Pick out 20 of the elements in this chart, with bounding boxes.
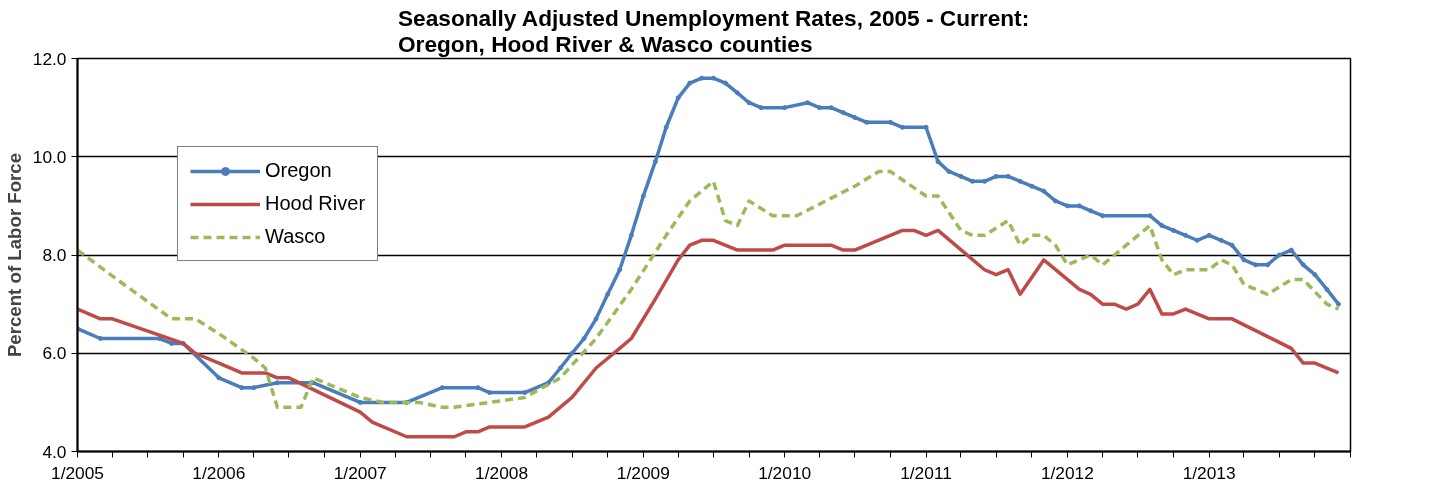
chart-title: Seasonally Adjusted Unemployment Rates, 2005 - Current: Oregon, Hood River & Wasco counties [397, 4, 1030, 57]
x-tick-label: 1/2010 [758, 462, 812, 483]
y-tick-label: 8.0 [42, 245, 67, 265]
y-tick-label: 4.0 [42, 441, 67, 462]
y-axis-title: Percent of Labor Force [3, 152, 25, 358]
x-tick-label: 1/2008 [475, 462, 529, 483]
x-tick-label: 1/2006 [192, 462, 246, 483]
x-tick-label: 1/2009 [616, 462, 670, 483]
x-tick-label: 1/2007 [333, 462, 387, 483]
legend-label: Wasco [265, 225, 326, 248]
x-tick-label: 1/2012 [1040, 462, 1094, 483]
x-tick-label: 1/2011 [900, 462, 952, 483]
legend-label: Oregon [265, 159, 332, 182]
y-tick-label: 12.0 [32, 48, 67, 69]
y-tick-label: 10.0 [32, 146, 67, 167]
y-tick-label: 6.0 [42, 343, 67, 364]
x-tick-label: 1/2005 [51, 462, 104, 483]
x-tick-label: 1/2013 [1182, 462, 1236, 483]
line-series [77, 228, 1341, 439]
legend-label: Hood River [265, 192, 366, 215]
